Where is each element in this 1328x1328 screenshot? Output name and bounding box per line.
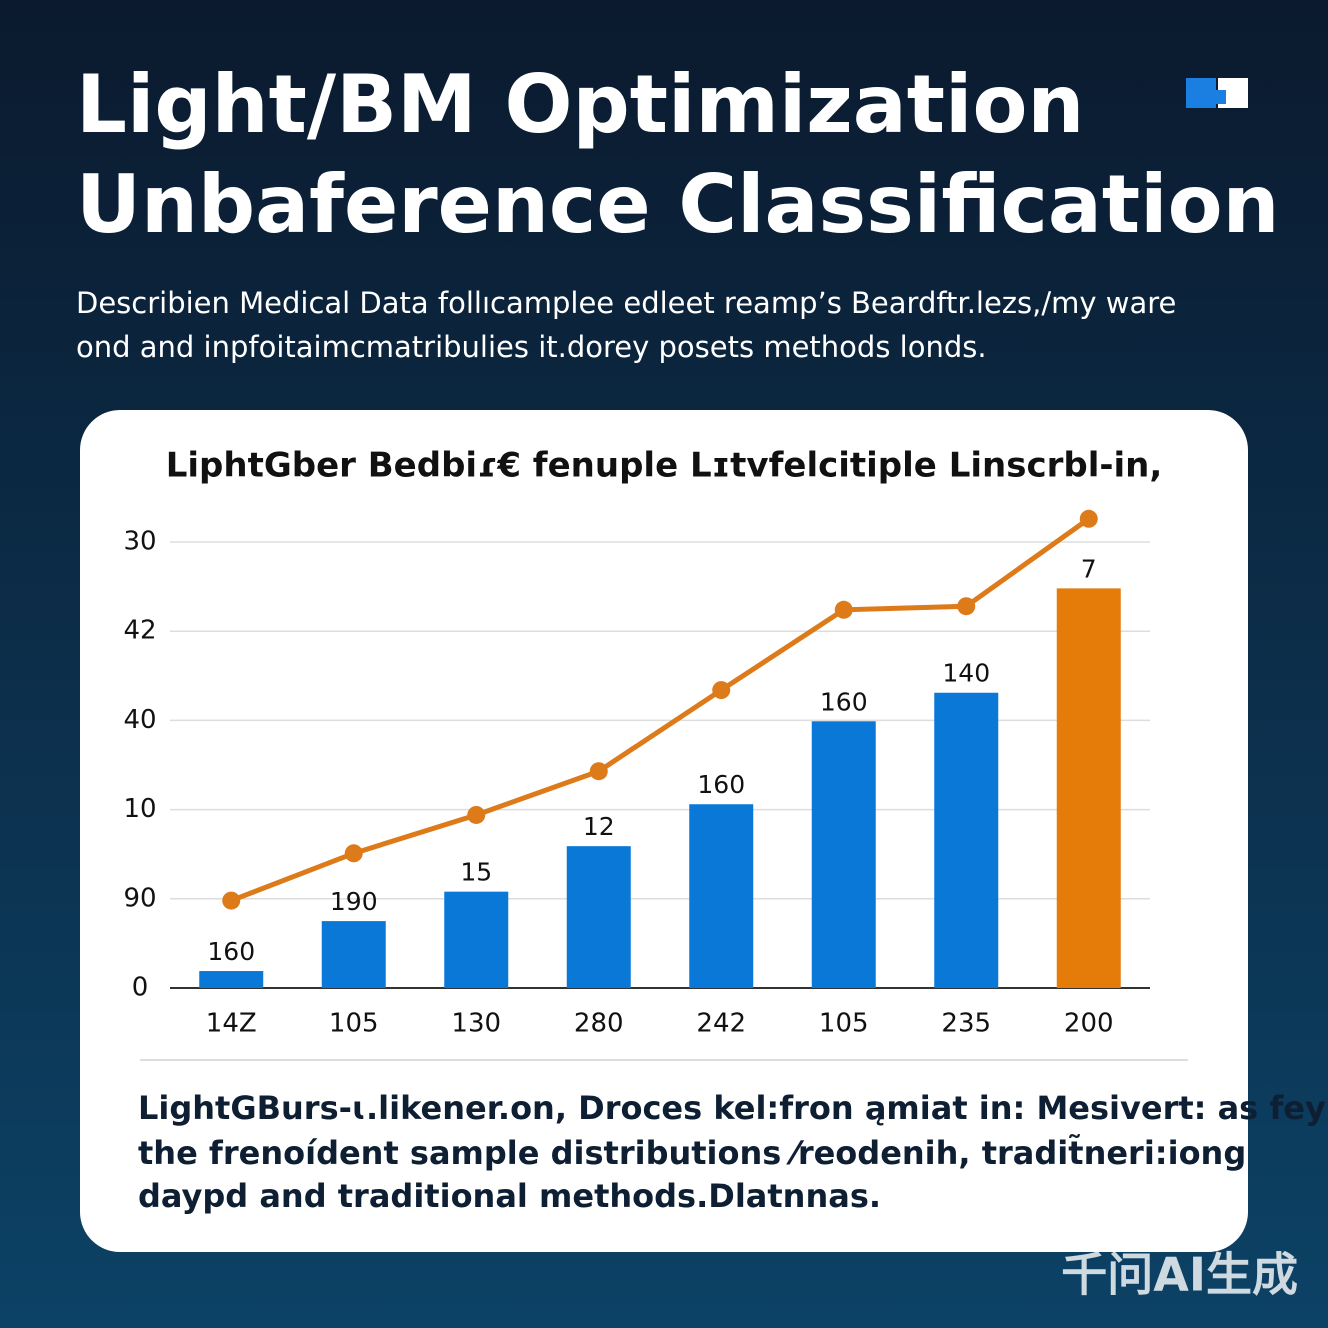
x-tick-label: 242 xyxy=(696,1009,746,1039)
logo xyxy=(1186,78,1248,108)
bar xyxy=(689,804,754,988)
footer-line: LightGBurs-ɩ.likener.on, Droces kel:fron… xyxy=(138,1089,1326,1127)
bar-label: 12 xyxy=(583,812,615,841)
bar xyxy=(321,921,386,988)
line-marker xyxy=(344,844,363,863)
bar-label: 7 xyxy=(1081,554,1097,583)
bar-label: 160 xyxy=(820,687,868,716)
line xyxy=(230,516,1091,903)
y-tick-label: 90 xyxy=(123,883,156,913)
line-marker xyxy=(467,805,486,824)
footer-line: daypd and traditional methods.Dlatnnas. xyxy=(138,1177,881,1215)
bar xyxy=(934,692,999,988)
line-marker xyxy=(712,681,731,700)
x-tick-label: 14Z xyxy=(206,1009,257,1039)
bar xyxy=(199,971,264,988)
line-marker xyxy=(589,762,608,781)
bar-label: 160 xyxy=(697,770,745,799)
line-marker xyxy=(222,891,241,910)
bar xyxy=(811,721,876,988)
y-tick-label: 30 xyxy=(123,527,156,557)
x-tick-label: 105 xyxy=(819,1009,869,1039)
line-marker xyxy=(1079,509,1098,528)
bar-label: 190 xyxy=(330,887,378,916)
footer-line: the frenoídent sample distributions ⁄reo… xyxy=(138,1134,1246,1172)
watermark: 千问AI生成 xyxy=(1061,1248,1298,1302)
x-tick-label: 130 xyxy=(451,1009,501,1039)
y-tick-label: 42 xyxy=(123,616,156,646)
y-tick-label: 10 xyxy=(123,794,156,824)
y-tick-label: 0 xyxy=(132,973,149,1003)
bar-label: 15 xyxy=(460,858,492,887)
bar xyxy=(566,846,631,988)
title-line: Unbaference Classification xyxy=(76,158,1279,251)
line-marker xyxy=(957,597,976,616)
bar-label: 160 xyxy=(207,937,255,966)
subtitle-line: Describien Medical Data follıcamplee edl… xyxy=(76,286,1176,320)
bar xyxy=(1056,588,1121,988)
card xyxy=(80,410,1248,1252)
x-tick-label: 105 xyxy=(329,1009,379,1039)
bar xyxy=(444,891,509,988)
title-line: Light/BM Optimization xyxy=(76,58,1084,151)
subtitle-line: ond and inpfoitaimcmatribulies it.dorey … xyxy=(76,330,987,364)
bar-label: 140 xyxy=(942,659,990,688)
x-tick-label: 280 xyxy=(574,1009,624,1039)
chart-title: LiphtGber Bedbiɾ€ fenuple Lɪtvfelcitiple… xyxy=(166,446,1163,486)
line-marker xyxy=(834,600,853,619)
y-tick-label: 40 xyxy=(123,705,156,735)
x-tick-label: 235 xyxy=(941,1009,991,1039)
x-tick-label: 200 xyxy=(1064,1009,1114,1039)
